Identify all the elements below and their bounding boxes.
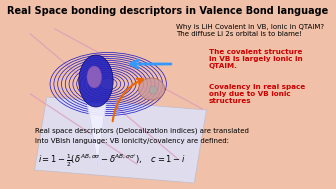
Text: The covalent structure
in VB is largely ionic in
QTAIM.: The covalent structure in VB is largely … xyxy=(209,49,303,69)
Ellipse shape xyxy=(149,86,157,94)
Ellipse shape xyxy=(79,55,113,107)
Text: $i = 1 - \frac{1}{2}(\delta^{AB,\sigma\sigma} - \delta^{AB,\sigma\sigma^{\prime}: $i = 1 - \frac{1}{2}(\delta^{AB,\sigma\s… xyxy=(39,153,186,169)
Text: Real Space bonding descriptors in Valence Bond language: Real Space bonding descriptors in Valenc… xyxy=(7,6,329,16)
Polygon shape xyxy=(88,104,106,164)
Ellipse shape xyxy=(87,66,102,88)
Text: Real space descriptors (Delocalization indices) are translated: Real space descriptors (Delocalization i… xyxy=(35,127,248,133)
Text: Why is LiH Covalent in VB, Ionic in QTAIM?
The diffuse Li 2s orbital is to blame: Why is LiH Covalent in VB, Ionic in QTAI… xyxy=(176,24,324,37)
Ellipse shape xyxy=(138,78,165,100)
Polygon shape xyxy=(35,97,207,183)
Text: Into VBish language: VB ionicity/covalency are defined:: Into VBish language: VB ionicity/covalen… xyxy=(35,138,228,144)
Text: Covalency in real space
only due to VB ionic
structures: Covalency in real space only due to VB i… xyxy=(209,84,305,104)
